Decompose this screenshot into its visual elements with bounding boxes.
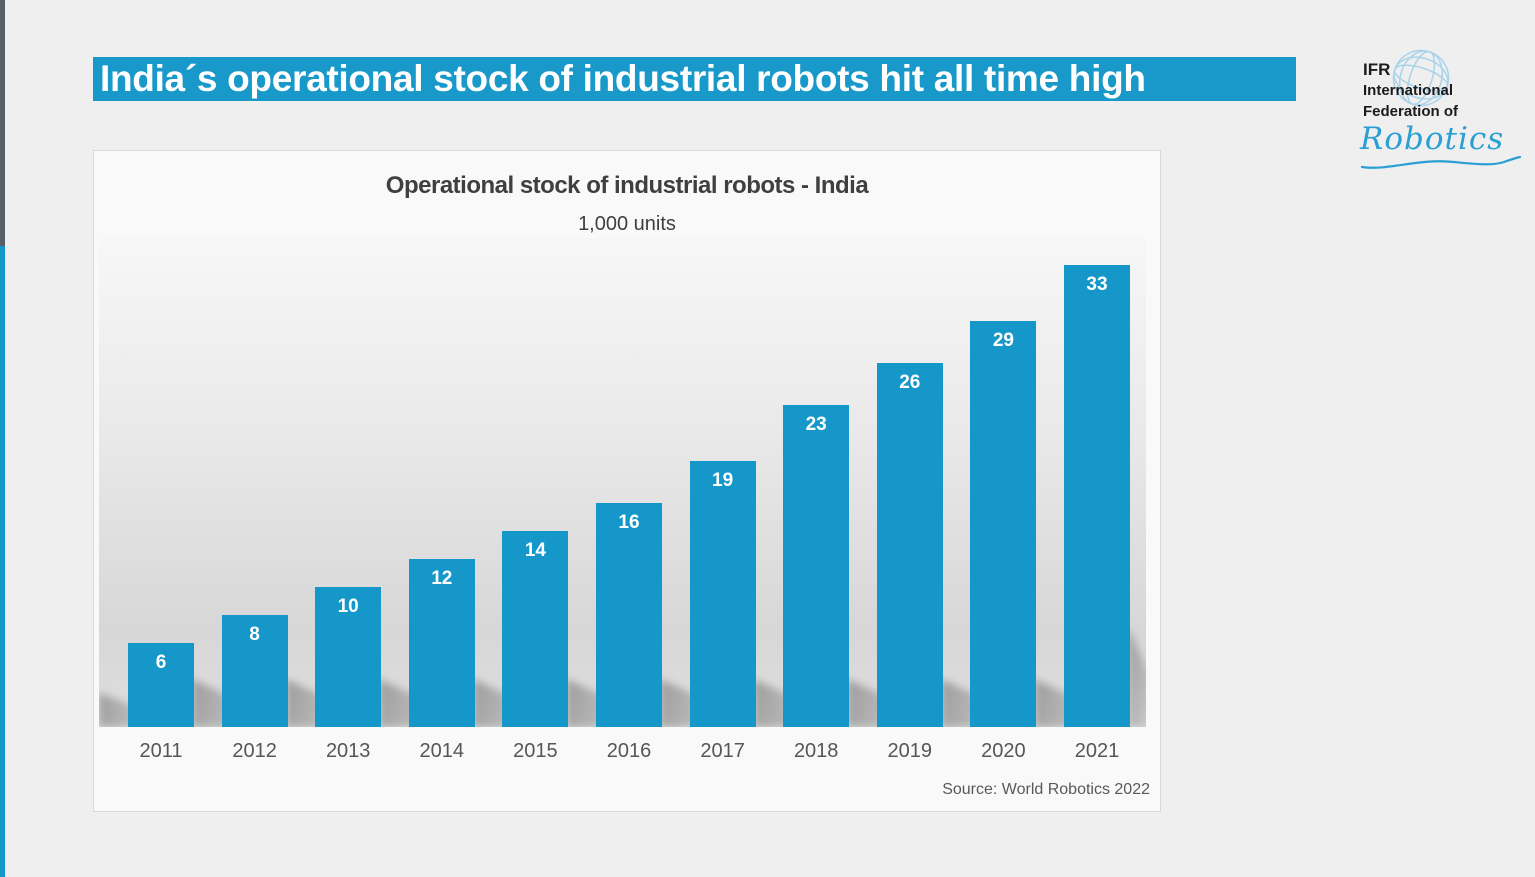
bar-2012: 8 [221, 615, 288, 727]
x-axis-label-2014: 2014 [419, 740, 465, 762]
chart-panel: Operational stock of industrial robots -… [93, 150, 1161, 812]
left-edge-accent-dark [0, 0, 5, 246]
bar-2021: 33 [1064, 265, 1130, 727]
bar-value-label: 23 [805, 414, 827, 435]
bar-value-label: 26 [899, 372, 921, 393]
bar-value-label: 10 [337, 596, 359, 617]
x-axis-label-2021: 2021 [1074, 740, 1120, 762]
x-axis-label-2020: 2020 [981, 740, 1026, 762]
logo-abbr: IFR [1363, 60, 1391, 79]
source-note: Source: World Robotics 2022 [942, 781, 1150, 798]
bar-value-label: 29 [992, 330, 1014, 351]
logo-swash-underline [1360, 155, 1522, 169]
bar-2018: 23 [783, 405, 850, 727]
bar-value-label: 33 [1086, 274, 1108, 295]
bar-value-label: 16 [618, 512, 640, 533]
headline-text: India´s operational stock of industrial … [100, 58, 1146, 99]
logo-script-robotics: Robotics [1360, 121, 1505, 157]
headline-banner: India´s operational stock of industrial … [93, 57, 1296, 101]
chart-subtitle: 1,000 units [578, 213, 676, 235]
left-edge-accent-blue [0, 246, 5, 877]
bar-2017: 19 [689, 461, 756, 727]
globe-icon [1392, 49, 1450, 107]
logo-text: IFR International Federation of [1360, 58, 1535, 122]
bar-2019: 26 [876, 363, 943, 727]
x-axis-label-2016: 2016 [606, 740, 652, 762]
bar-value-label: 14 [524, 540, 546, 561]
logo-name-line1: International [1363, 82, 1454, 99]
bar-value-label: 8 [249, 624, 260, 645]
bar-shadow-2021 [1128, 627, 1146, 727]
bar-value-label: 12 [431, 568, 453, 589]
logo-name-line2: Federation of [1363, 103, 1459, 120]
chart-title: Operational stock of industrial robots -… [385, 172, 869, 199]
bar-2013: 10 [315, 587, 382, 727]
bar-shadow-2021-shape [1128, 627, 1146, 727]
x-axis-label-2012: 2012 [232, 740, 277, 762]
bar-2015: 14 [502, 531, 569, 727]
bar-2014: 12 [408, 559, 475, 727]
bar-2011: 6 [128, 643, 194, 727]
bar-value-label: 6 [155, 652, 167, 673]
plot-area: 6 8 10 12 14 16 19 23 26 29 33 [99, 238, 1146, 727]
bar-2016: 16 [596, 503, 662, 727]
x-axis-label-2019: 2019 [887, 740, 933, 762]
ifr-logo: IFR International Federation of Robotics [1360, 49, 1535, 170]
x-axis-label-2013: 2013 [325, 740, 371, 762]
x-axis-label-2015: 2015 [513, 740, 558, 762]
x-axis-label-2017: 2017 [700, 740, 745, 762]
bar-value-label: 19 [712, 470, 734, 491]
x-axis-label-2011: 2011 [139, 740, 183, 762]
x-axis-label-2018: 2018 [793, 740, 839, 762]
bar-2020: 29 [970, 321, 1037, 727]
